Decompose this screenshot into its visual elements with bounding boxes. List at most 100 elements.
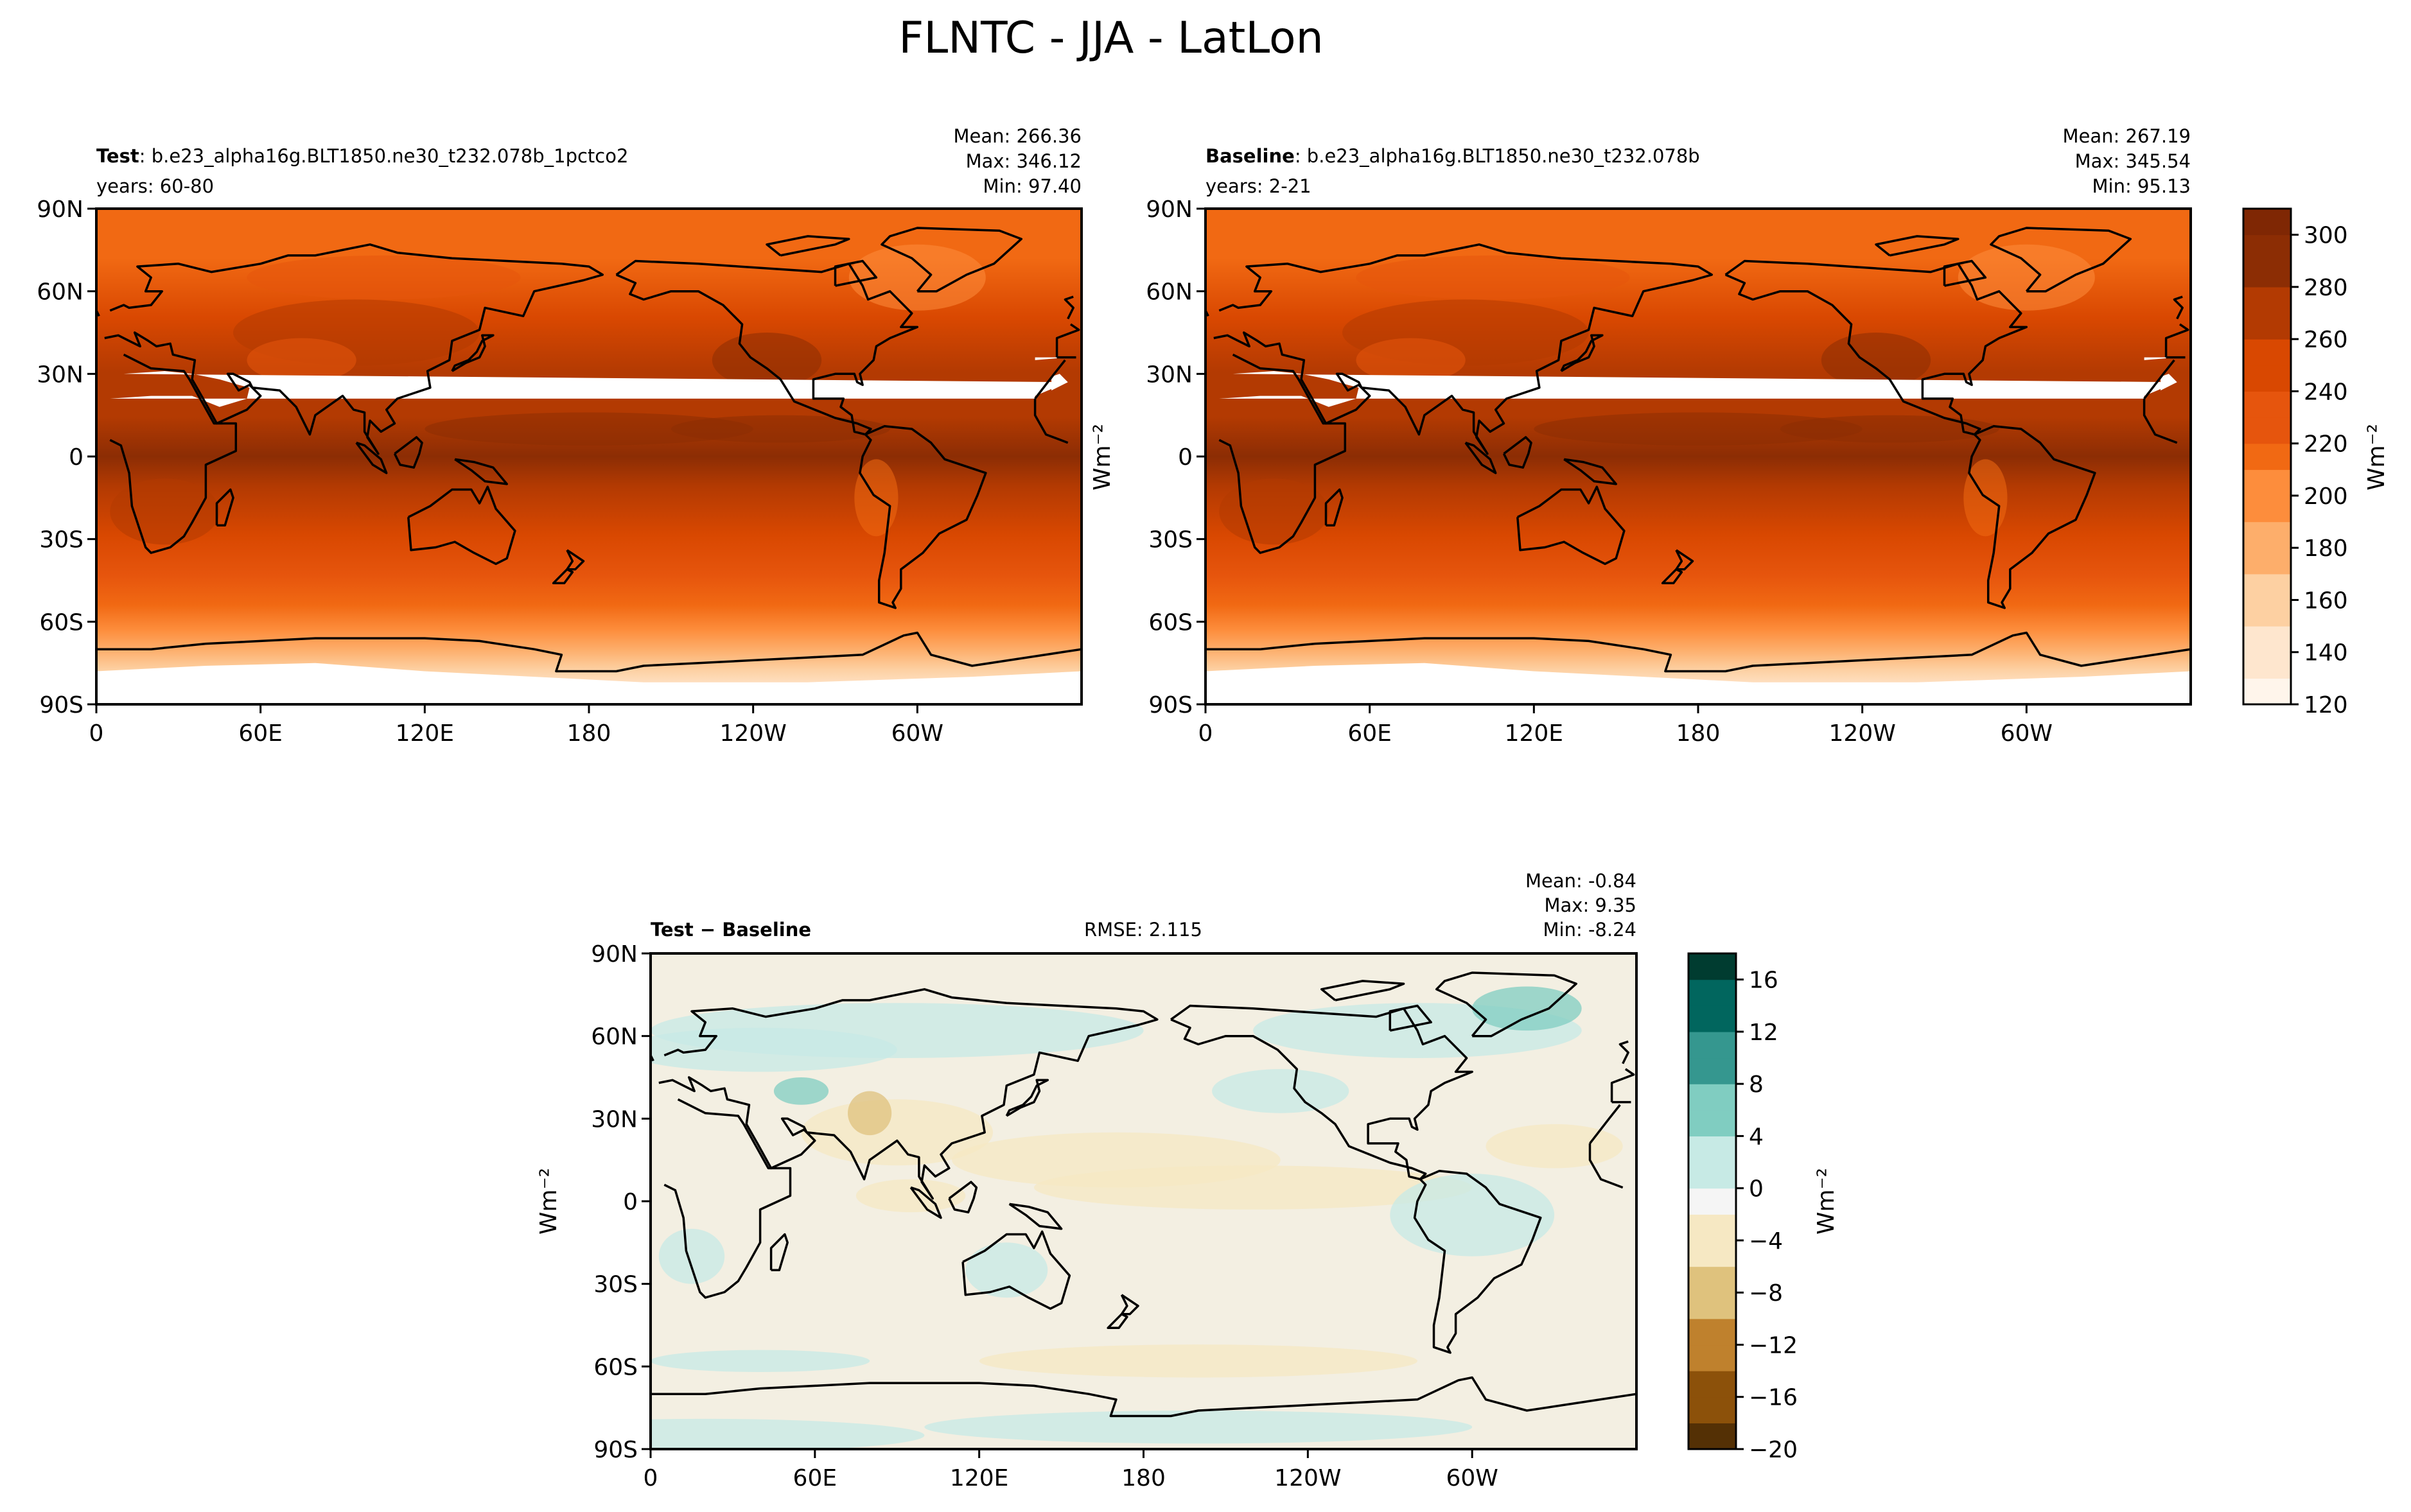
x-tick-label: 180: [567, 720, 611, 747]
land-anomaly-8: [671, 415, 890, 443]
diff-patch-11: [651, 1350, 870, 1372]
colorbar-band: [2243, 313, 2291, 340]
land-anomaly-7: [1534, 412, 1863, 446]
x-tick-label: 60W: [1446, 1465, 1498, 1491]
diff-patch-16: [924, 1411, 1473, 1444]
colorbar-band: [1688, 1188, 1736, 1215]
colorbar-band: [1688, 1031, 1736, 1059]
diff-y-ticks: 90N 60N 30N 0 30S 60S 90S: [591, 941, 651, 1463]
diff-patch-17: [773, 1077, 829, 1105]
colorbar-tick-label: 0: [1749, 1176, 1764, 1203]
missing-region-2: [2161, 374, 2177, 391]
y-tick-label: 30N: [591, 1106, 638, 1133]
missing-region-3: [1206, 663, 2191, 704]
land-anomaly-5: [110, 478, 220, 545]
colorbar-band: [1688, 1084, 1736, 1111]
coastline-14: [552, 568, 574, 585]
test-max: Max: 346.12: [966, 150, 1082, 172]
coastline-6: [96, 631, 1082, 673]
coastline-4: [1968, 425, 2096, 609]
diff-panel: 0 60E 120E 180 120W 60W 90N 60N 30N 0 30S 60S 90S T…: [536, 870, 1638, 1491]
coastline-1: [1213, 243, 2189, 455]
land-anomaly-1: [1356, 338, 1466, 383]
colorbar-tick-label: −16: [1749, 1385, 1798, 1411]
colorbar-band: [2243, 286, 2291, 314]
coastline-16: [1943, 259, 1987, 287]
diff-patch-13: [1212, 1069, 1349, 1113]
coastline-3: [615, 259, 919, 436]
baseline-min: Min: 95.13: [2092, 175, 2191, 197]
coastline-9: [355, 441, 388, 474]
x-tick-label: 120E: [396, 720, 454, 747]
y-tick-label: 60N: [591, 1024, 638, 1050]
baseline-x-ticks: 0 60E 120E 180 120W 60W: [1198, 704, 2053, 747]
coastline-3: [1170, 1004, 1473, 1181]
coastline-8: [1502, 436, 1532, 469]
diff-rmse: RMSE: 2.115: [1084, 919, 1202, 941]
coastline-15: [1875, 235, 1959, 257]
colorbar-tick-label: 16: [1749, 968, 1778, 994]
y-tick-label: 60N: [37, 279, 83, 306]
figure-title: FLNTC - JJA - LatLon: [899, 13, 1323, 64]
coastline-5: [1435, 971, 1577, 1038]
diff-mean: Mean: -0.84: [1525, 870, 1636, 892]
coastline-13: [1120, 1294, 1139, 1316]
x-tick-label: 0: [644, 1465, 658, 1491]
coastline-0: [663, 1098, 1624, 1299]
y-tick-label: 30N: [37, 361, 83, 388]
coastline-16: [834, 259, 878, 287]
coastline-9: [909, 1186, 942, 1219]
baseline-name-rest: : b.e23_alpha16g.BLT1850.ne30_t232.078b: [1295, 145, 1700, 167]
test-y-ticks: 90N 60N 30N 0 30S 60S 90S: [37, 196, 96, 718]
coastline-0: [1218, 353, 2178, 554]
coastline-1: [104, 243, 1080, 455]
land-anomaly-6: [1821, 333, 1931, 388]
coastline-5: [881, 227, 1023, 293]
coastline-14: [1661, 568, 1683, 585]
test-years: years: 60-80: [96, 175, 214, 197]
main-colorbar-ticks: 120 140 160 180 200 220 240 260 280 300: [2291, 223, 2348, 718]
diff-patch-10: [979, 1344, 1417, 1378]
y-tick-label: 0: [1178, 444, 1193, 471]
coastline-6: [1206, 631, 2191, 673]
coastline-2: [961, 1230, 1071, 1310]
coastline-10: [1008, 1203, 1063, 1230]
main-colorbar: 120 140 160 180 200 220 240 260 280 300 Wm⁻²: [2242, 207, 2390, 718]
y-tick-label: 90N: [591, 941, 638, 968]
colorbar-band: [2243, 209, 2291, 236]
land-anomaly-6: [712, 333, 822, 388]
diff-max: Max: 9.35: [1544, 894, 1636, 916]
colorbar-band: [1688, 1396, 1736, 1423]
test-name: Test: b.e23_alpha16g.BLT1850.ne30_t232.0…: [96, 145, 628, 167]
colorbar-band: [2243, 365, 2291, 392]
coastline-5: [1990, 227, 2132, 293]
coastline-1: [658, 988, 1635, 1200]
coastline-10: [1563, 458, 1617, 485]
colorbar-tick-label: −4: [1749, 1228, 1783, 1255]
colorbar-tick-label: 140: [2304, 640, 2348, 666]
diff-colorbar: −20 −16 −12 −8 −4 0 4 8 12 16 Wm⁻²: [1687, 952, 1839, 1463]
coastline-2: [1516, 485, 1626, 566]
colorbar-tick-label: 12: [1749, 1020, 1778, 1046]
y-tick-label: 90S: [1148, 692, 1193, 718]
y-tick-label: 0: [69, 444, 83, 471]
colorbar-band: [1688, 1266, 1736, 1293]
coastline-8: [393, 436, 423, 469]
coastline-2: [407, 485, 516, 566]
coastline-7: [451, 334, 495, 372]
diff-patch-8: [658, 1228, 725, 1284]
colorbar-tick-label: 240: [2304, 379, 2348, 405]
x-tick-label: 120E: [950, 1465, 1008, 1491]
colorbar-band: [1688, 1005, 1736, 1032]
y-tick-label: 60S: [39, 609, 83, 636]
diff-patch-3: [651, 1027, 897, 1072]
baseline-years: years: 2-21: [1206, 175, 1311, 197]
baseline-mean: Mean: 267.19: [2063, 125, 2191, 147]
colorbar-band: [2243, 548, 2291, 575]
colorbar-tick-label: 260: [2304, 327, 2348, 353]
coastline-13: [566, 549, 585, 571]
land-anomaly-3: [848, 244, 986, 311]
diff-anomaly-patches: [651, 986, 1623, 1449]
colorbar-band: [1688, 953, 1736, 980]
colorbar-band: [1688, 1240, 1736, 1267]
